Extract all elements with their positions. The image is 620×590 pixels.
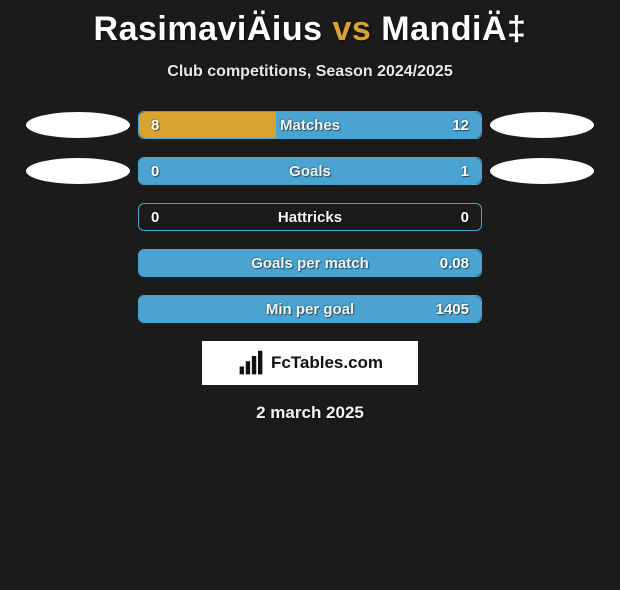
title-vs: vs bbox=[332, 10, 371, 48]
watermark: FcTables.com bbox=[202, 341, 418, 385]
title-right: MandiÄ‡ bbox=[381, 10, 526, 48]
stat-line: Min per goal1405 bbox=[0, 295, 620, 323]
stat-value-right: 0 bbox=[461, 209, 469, 226]
stat-bar: 0Hattricks0 bbox=[138, 203, 482, 231]
title-left: RasimaviÄius bbox=[94, 10, 323, 48]
stat-bar: Min per goal1405 bbox=[138, 295, 482, 323]
right-ellipse bbox=[490, 112, 594, 138]
stat-metric-label: Goals bbox=[139, 163, 481, 180]
left-ellipse bbox=[26, 158, 130, 184]
watermark-text: FcTables.com bbox=[271, 353, 383, 373]
left-shape-slot bbox=[18, 112, 138, 138]
stat-line: Goals per match0.08 bbox=[0, 249, 620, 277]
stats-rows: 8Matches120Goals10Hattricks0Goals per ma… bbox=[0, 111, 620, 323]
stat-bar: 8Matches12 bbox=[138, 111, 482, 139]
right-shape-slot bbox=[482, 158, 602, 184]
stat-metric-label: Matches bbox=[139, 117, 481, 134]
bars-icon bbox=[237, 349, 265, 377]
stat-line: 0Hattricks0 bbox=[0, 203, 620, 231]
left-shape-slot bbox=[18, 158, 138, 184]
stat-line: 8Matches12 bbox=[0, 111, 620, 139]
subtitle: Club competitions, Season 2024/2025 bbox=[0, 63, 620, 81]
stat-value-right: 1405 bbox=[436, 301, 469, 318]
stat-metric-label: Goals per match bbox=[139, 255, 481, 272]
right-ellipse bbox=[490, 158, 594, 184]
stat-metric-label: Hattricks bbox=[139, 209, 481, 226]
stat-bar: 0Goals1 bbox=[138, 157, 482, 185]
stat-bar: Goals per match0.08 bbox=[138, 249, 482, 277]
stat-value-right: 0.08 bbox=[440, 255, 469, 272]
stat-value-right: 12 bbox=[452, 117, 469, 134]
stat-value-right: 1 bbox=[461, 163, 469, 180]
stat-line: 0Goals1 bbox=[0, 157, 620, 185]
date-label: 2 march 2025 bbox=[0, 403, 620, 423]
right-shape-slot bbox=[482, 112, 602, 138]
left-ellipse bbox=[26, 112, 130, 138]
stat-metric-label: Min per goal bbox=[139, 301, 481, 318]
page-title: RasimaviÄius vs MandiÄ‡ bbox=[0, 10, 620, 49]
